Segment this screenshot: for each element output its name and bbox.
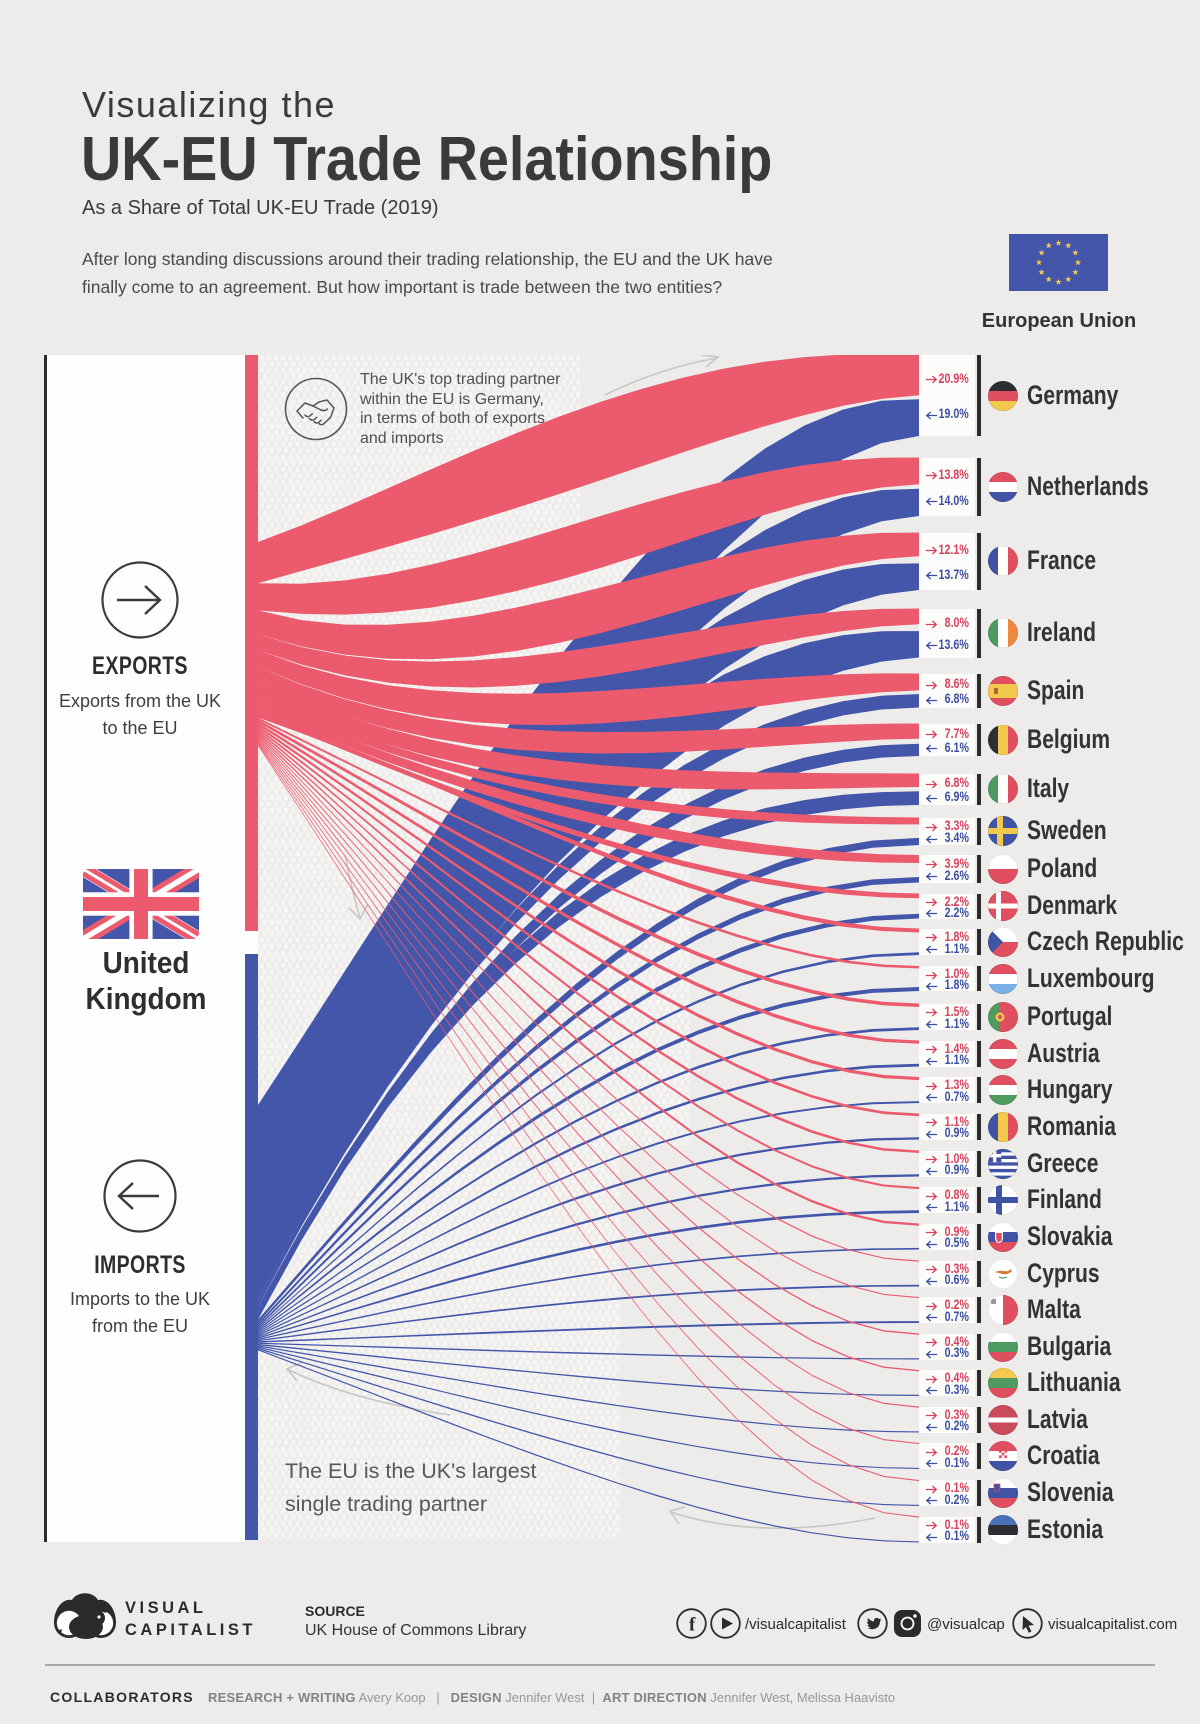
svg-text:f: f bbox=[689, 1615, 696, 1636]
